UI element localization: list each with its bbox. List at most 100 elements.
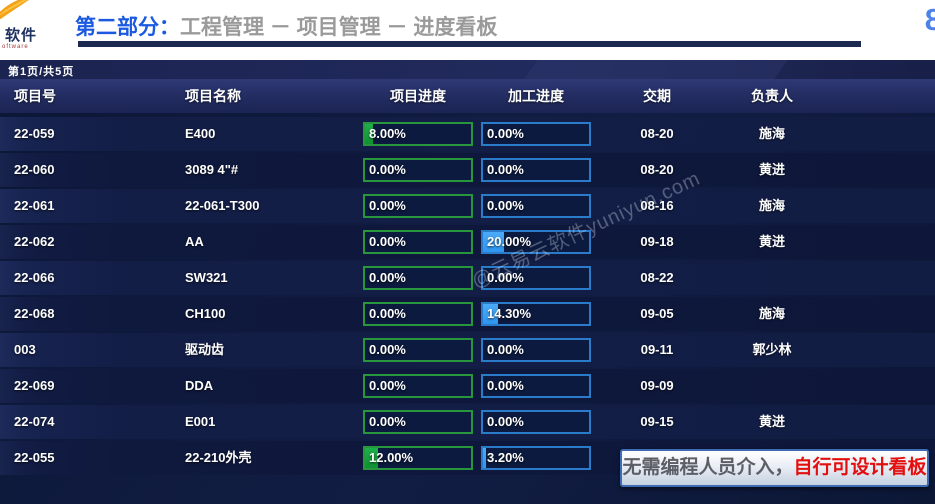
project-progress-bar: 0.00% — [363, 338, 473, 362]
cell-due-date: 09-18 — [640, 234, 674, 249]
project-progress-value: 0.00% — [369, 270, 406, 285]
table-body: 22-059 E400 8.00% 0.00% 08-20 施海 22-060 … — [0, 117, 935, 477]
progress-kanban-board: 第1页/共5页 项目号 项目名称 项目进度 加工进度 交期 负责人 22-059… — [0, 60, 935, 504]
cell-project-name: 22-210外壳 — [185, 450, 252, 465]
column-header-due-date: 交期 — [643, 88, 671, 104]
callout-plain-text: 无需编程人员介入， — [622, 457, 794, 478]
process-progress-value: 0.00% — [487, 126, 524, 141]
project-progress-bar: 0.00% — [363, 302, 473, 326]
project-progress-value: 8.00% — [369, 126, 406, 141]
cell-owner: 黄进 — [758, 234, 785, 249]
cell-project-no: 22-055 — [14, 450, 55, 465]
process-progress-bar: 0.00% — [481, 374, 591, 398]
callout-banner: 无需编程人员介入，自行可设计看板 — [620, 449, 929, 487]
process-progress-bar: 0.00% — [481, 410, 591, 434]
cell-owner: 施海 — [758, 198, 785, 213]
cell-project-name: AA — [185, 234, 204, 249]
cell-due-date: 08-20 — [640, 162, 674, 177]
cell-owner: 黄进 — [758, 414, 785, 429]
cell-project-no: 22-068 — [14, 306, 55, 321]
column-header-project-name: 项目名称 — [185, 88, 241, 104]
process-progress-value: 0.00% — [487, 342, 524, 357]
table-header: 项目号 项目名称 项目进度 加工进度 交期 负责人 — [0, 79, 935, 113]
process-progress-bar: 0.00% — [481, 122, 591, 146]
process-progress-value: 0.00% — [487, 414, 524, 429]
cell-owner: 施海 — [758, 126, 785, 141]
project-progress-value: 0.00% — [369, 162, 406, 177]
pagination-bar-highlight — [519, 60, 791, 79]
logo-sub-text: oftware — [2, 44, 29, 50]
project-progress-value: 0.00% — [369, 378, 406, 393]
cell-due-date: 09-11 — [640, 342, 674, 357]
pagination-bar: 第1页/共5页 — [0, 60, 935, 79]
process-progress-bar: 0.00% — [481, 266, 591, 290]
cell-project-no: 22-059 — [14, 126, 55, 141]
project-progress-value: 12.00% — [369, 450, 414, 465]
cell-due-date: 08-20 — [640, 126, 674, 141]
cell-project-name: DDA — [185, 378, 214, 393]
table-row: 22-066 SW321 0.00% 0.00% 08-22 — [0, 261, 935, 295]
title-underline — [78, 41, 861, 47]
process-progress-bar: 0.00% — [481, 158, 591, 182]
project-progress-bar: 0.00% — [363, 230, 473, 254]
process-progress-value: 14.30% — [487, 306, 532, 321]
cell-project-name: E001 — [185, 414, 216, 429]
cell-project-no: 22-062 — [14, 234, 55, 249]
cell-project-no: 22-069 — [14, 378, 55, 393]
process-progress-value: 20.00% — [487, 234, 532, 249]
cell-due-date: 09-09 — [640, 378, 674, 393]
column-header-process-progress: 加工进度 — [508, 88, 564, 104]
column-header-project-progress: 项目进度 — [390, 88, 446, 104]
table-row: 22-059 E400 8.00% 0.00% 08-20 施海 — [0, 117, 935, 151]
logo-swoosh-icon — [0, 0, 29, 20]
corner-page-number: 8 — [924, 2, 935, 37]
project-progress-bar: 0.00% — [363, 374, 473, 398]
process-progress-bar: 20.00% — [481, 230, 591, 254]
pagination-label: 第1页/共5页 — [8, 66, 75, 78]
project-progress-value: 0.00% — [369, 306, 406, 321]
project-progress-value: 0.00% — [369, 342, 406, 357]
table-row: 22-061 22-061-T300 0.00% 0.00% 08-16 施海 — [0, 189, 935, 223]
cell-project-no: 22-061 — [14, 198, 55, 213]
table-row: 22-068 CH100 0.00% 14.30% 09-05 施海 — [0, 297, 935, 331]
cell-project-no: 22-074 — [14, 414, 55, 429]
process-progress-fill — [483, 448, 487, 468]
page-header: 软件 oftware 第二部分：工程管理 － 项目管理 － 进度看板 8 — [0, 0, 935, 60]
cell-owner: 郭少林 — [752, 342, 792, 357]
cell-owner: 黄进 — [758, 162, 785, 177]
process-progress-bar: 3.20% — [481, 446, 591, 470]
project-progress-value: 0.00% — [369, 234, 406, 249]
cell-project-name: SW321 — [185, 270, 228, 285]
process-progress-value: 0.00% — [487, 198, 524, 213]
project-progress-bar: 0.00% — [363, 158, 473, 182]
callout-highlight-text: 自行可设计看板 — [793, 457, 927, 478]
project-progress-bar: 0.00% — [363, 194, 473, 218]
project-progress-value: 0.00% — [369, 414, 406, 429]
cell-due-date: 08-16 — [640, 198, 674, 213]
process-progress-bar: 0.00% — [481, 194, 591, 218]
project-progress-fill — [365, 448, 378, 468]
process-progress-value: 3.20% — [487, 450, 524, 465]
brand-logo: 软件 oftware — [0, 0, 70, 58]
page-title-rest: 工程管理 － 项目管理 － 进度看板 — [180, 16, 498, 39]
process-progress-value: 0.00% — [487, 270, 524, 285]
project-progress-bar: 0.00% — [363, 410, 473, 434]
cell-project-name: 驱动齿 — [185, 342, 225, 357]
process-progress-fill — [483, 232, 505, 252]
column-header-project-no: 项目号 — [14, 88, 56, 104]
cell-project-name: 3089 4"# — [185, 162, 239, 177]
process-progress-value: 0.00% — [487, 162, 524, 177]
cell-due-date: 09-05 — [640, 306, 674, 321]
cell-project-name: E400 — [185, 126, 216, 141]
process-progress-value: 0.00% — [487, 378, 524, 393]
page-title-prefix: 第二部分： — [75, 16, 180, 39]
project-progress-fill — [365, 124, 374, 144]
process-progress-bar: 0.00% — [481, 338, 591, 362]
project-progress-value: 0.00% — [369, 198, 406, 213]
table-row: 003 驱动齿 0.00% 0.00% 09-11 郭少林 — [0, 333, 935, 367]
table-row: 22-074 E001 0.00% 0.00% 09-15 黄进 — [0, 405, 935, 439]
cell-project-no: 22-060 — [14, 162, 55, 177]
table-row: 22-060 3089 4"# 0.00% 0.00% 08-20 黄进 — [0, 153, 935, 187]
cell-project-name: 22-061-T300 — [185, 198, 260, 213]
